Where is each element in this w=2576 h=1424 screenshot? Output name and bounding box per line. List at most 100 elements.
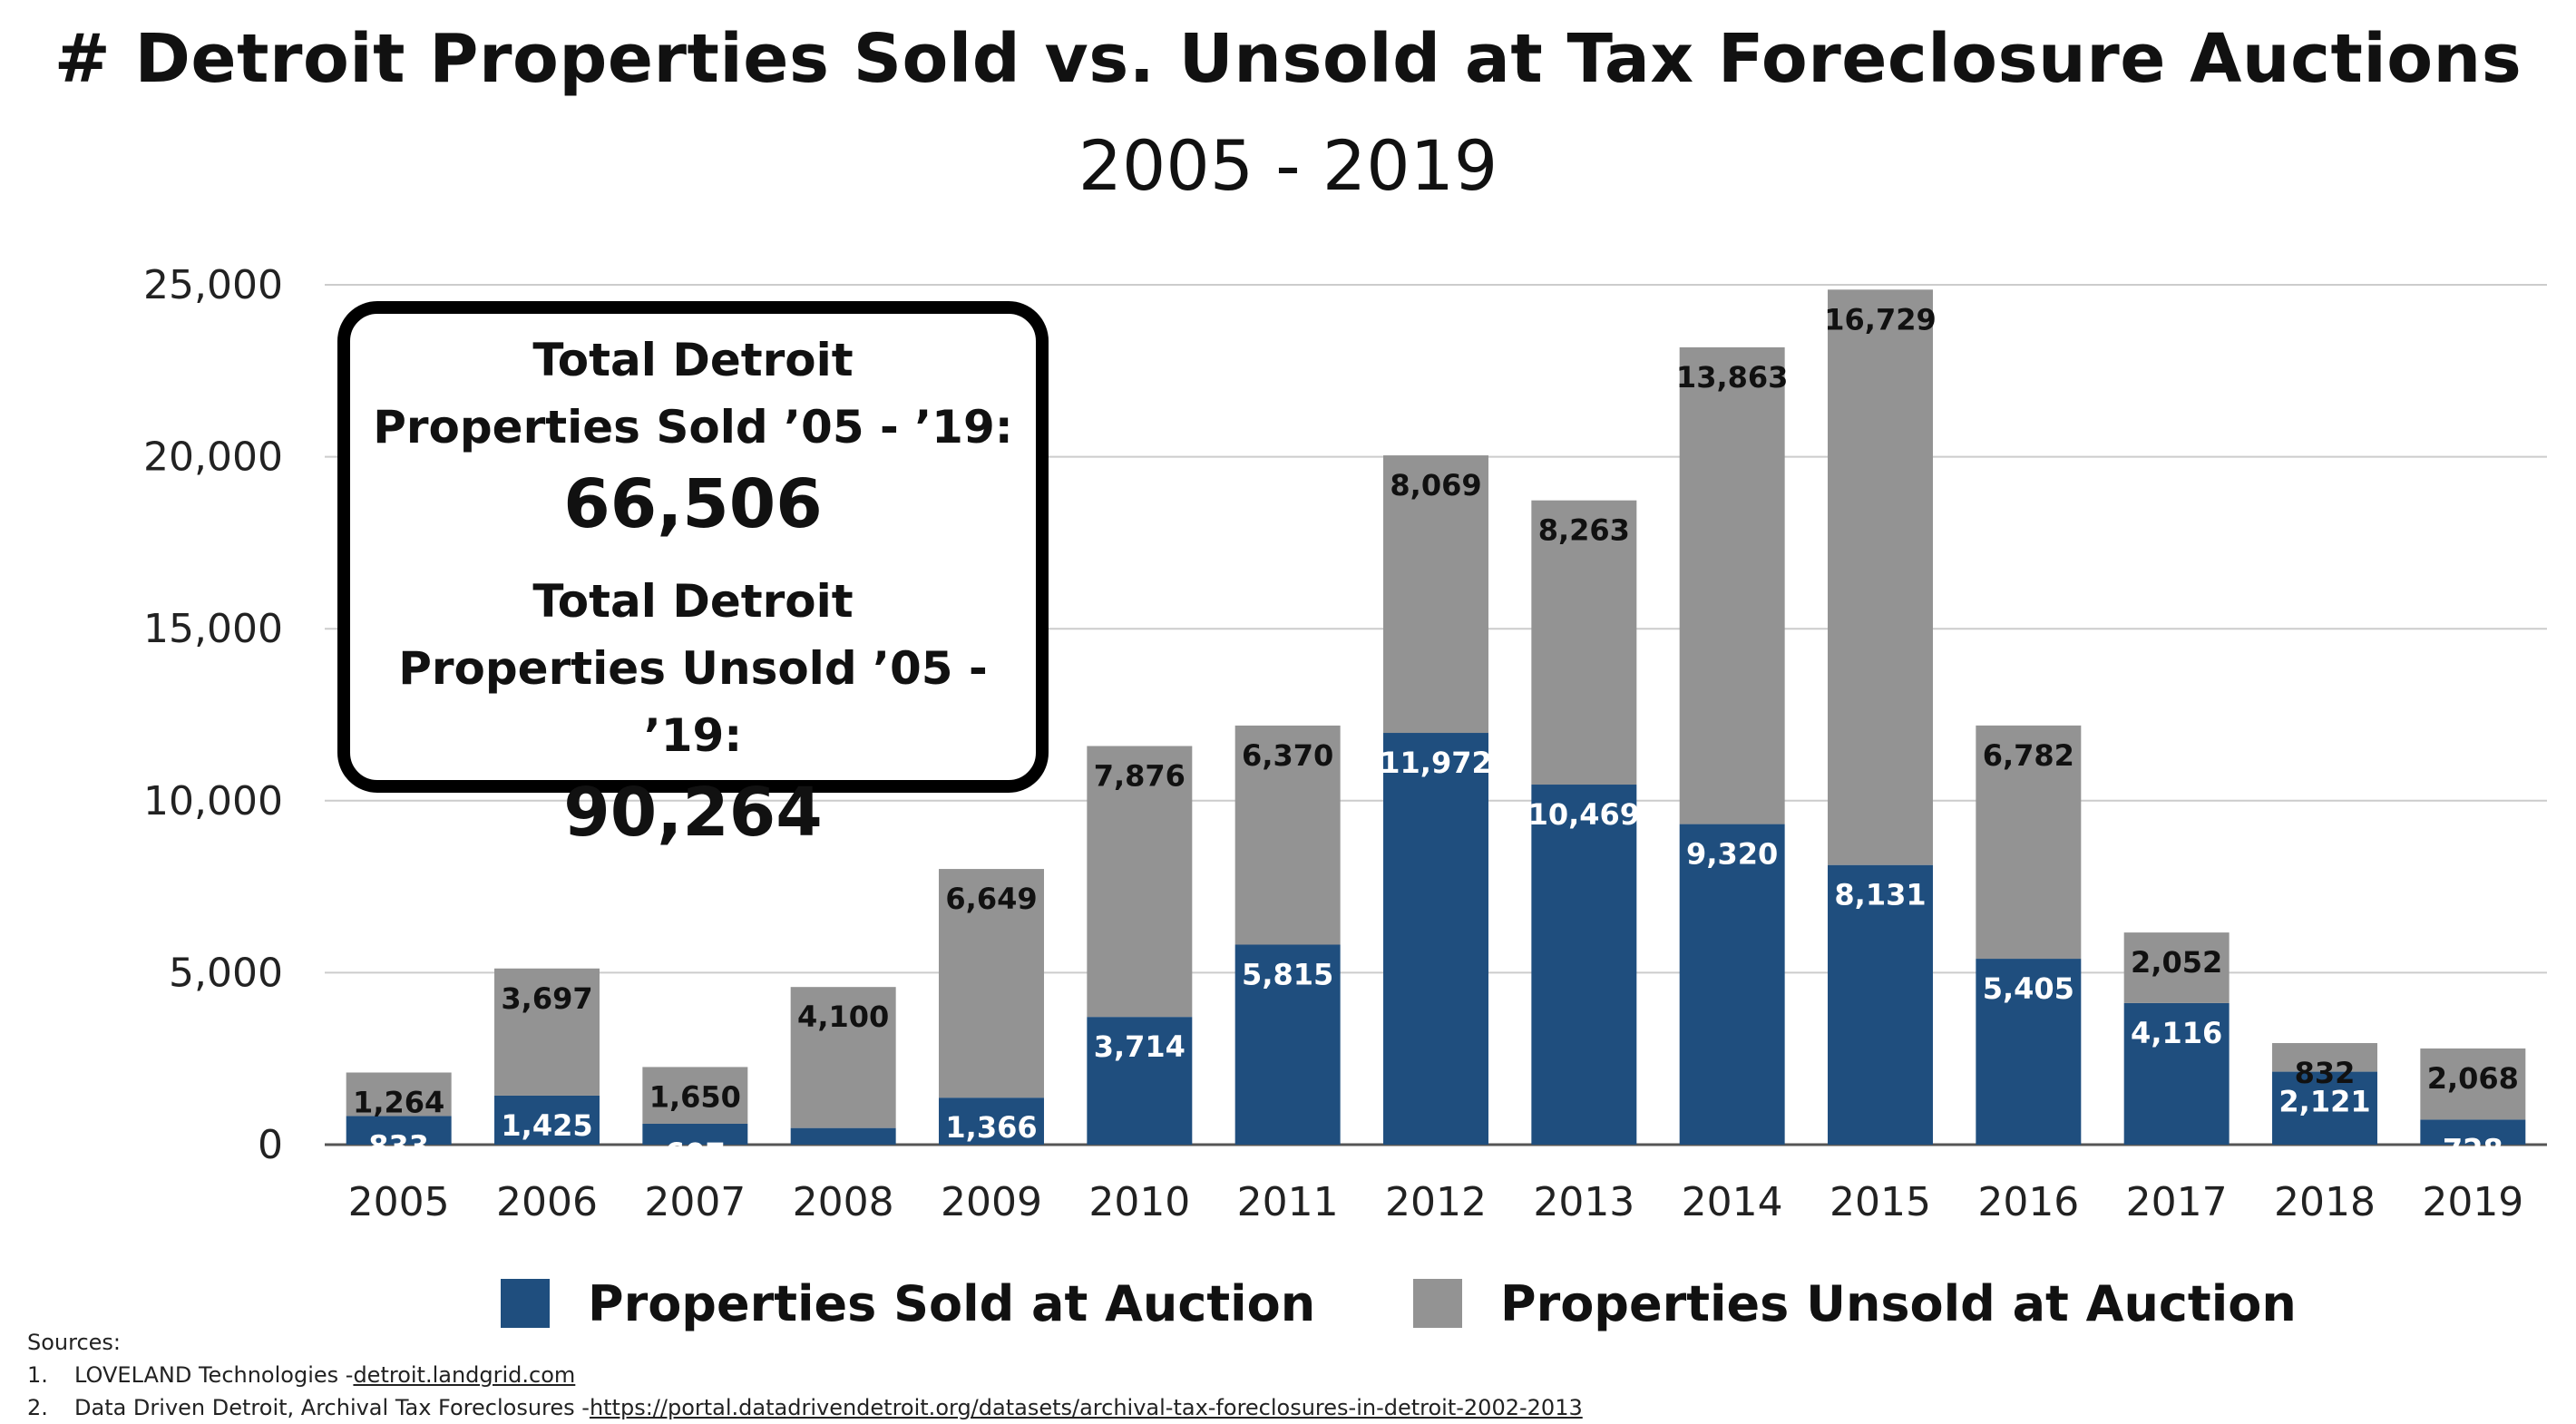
- x-tick-label: 2017: [2126, 1179, 2228, 1225]
- x-tick-label: 2013: [1533, 1179, 1634, 1225]
- data-label-unsold: 7,876: [1094, 759, 1186, 794]
- source-index: 2.: [27, 1395, 48, 1420]
- data-label-unsold: 13,863: [1676, 360, 1788, 395]
- data-label-unsold: 832: [2295, 1056, 2356, 1090]
- bar-unsold: [346, 1072, 452, 1117]
- data-label-unsold: 2,068: [2427, 1061, 2519, 1096]
- bar-sold: [1976, 959, 2082, 1145]
- data-label-sold: 2,121: [2278, 1085, 2370, 1119]
- x-tick-label: 2012: [1385, 1179, 1487, 1225]
- bar-unsold: [494, 968, 600, 1096]
- x-tick-label: 2015: [1830, 1179, 1931, 1225]
- sold-total-value: 66,506: [563, 465, 823, 543]
- bar-sold: [1828, 864, 1933, 1145]
- bar-sold: [1531, 785, 1637, 1145]
- legend: Properties Sold at Auction Properties Un…: [0, 1263, 2576, 1344]
- x-tick-label: 2009: [941, 1179, 1042, 1225]
- data-label-sold: 4,116: [2131, 1016, 2222, 1050]
- y-tick-label: 15,000: [143, 606, 283, 652]
- source-link[interactable]: https://portal.datadrivendetroit.org/dat…: [589, 1395, 1583, 1420]
- bar-unsold: [1234, 725, 1341, 945]
- legend-swatch-sold: [501, 1279, 550, 1328]
- source-text: Data Driven Detroit, Archival Tax Forecl…: [74, 1395, 590, 1420]
- bar-unsold: [1531, 500, 1637, 785]
- data-label-unsold: 6,370: [1242, 738, 1333, 773]
- data-label-sold: 9,320: [1686, 837, 1778, 872]
- y-tick-label: 0: [258, 1122, 283, 1168]
- data-label-unsold: 1,650: [649, 1079, 741, 1114]
- data-label-sold: 10,469: [1528, 797, 1640, 832]
- data-label-sold: 1,366: [945, 1110, 1037, 1145]
- bar-sold: [2123, 1002, 2230, 1145]
- bar-unsold: [2272, 1043, 2377, 1072]
- data-label-unsold: 16,729: [1824, 302, 1936, 336]
- data-label-unsold: 8,263: [1538, 513, 1630, 548]
- unsold-total-label-2: Properties Unsold ’05 - ’19:: [398, 642, 988, 762]
- x-tick-label: 2007: [644, 1179, 746, 1225]
- x-tick-label: 2006: [496, 1179, 598, 1225]
- x-tick-label: 2010: [1088, 1179, 1190, 1225]
- x-tick-label: 2011: [1237, 1179, 1339, 1225]
- legend-item-unsold: Properties Unsold at Auction: [1413, 1263, 2297, 1344]
- bar-unsold: [1976, 725, 2082, 960]
- bar-sold: [2420, 1119, 2526, 1145]
- legend-swatch-unsold: [1413, 1279, 1462, 1328]
- sources-heading: Sources:: [27, 1330, 122, 1355]
- data-label-sold: 728: [2443, 1132, 2503, 1166]
- bar-sold: [1234, 944, 1341, 1145]
- bar-sold: [1087, 1017, 1193, 1145]
- data-label-unsold: 8,069: [1390, 468, 1481, 502]
- totals-callout: Total Detroit Properties Sold ’05 - ’19:…: [337, 301, 1049, 852]
- bar-sold: [1679, 824, 1785, 1145]
- x-tick-label: 2016: [1977, 1179, 2079, 1225]
- source-item: 2. Data Driven Detroit, Archival Tax For…: [27, 1391, 1583, 1424]
- data-label-sold: 11,972: [1380, 746, 1491, 780]
- data-label-sold: 607: [665, 1136, 726, 1171]
- bar-unsold: [642, 1067, 748, 1124]
- legend-label-sold: Properties Sold at Auction: [588, 1274, 1316, 1332]
- legend-label-unsold: Properties Unsold at Auction: [1500, 1274, 2297, 1332]
- x-tick-label: 2005: [348, 1179, 450, 1225]
- y-tick-label: 20,000: [143, 434, 283, 481]
- data-label-sold: 833: [368, 1128, 429, 1163]
- data-label-unsold: 3,697: [501, 981, 592, 1016]
- sold-total-label-2: Properties Sold ’05 - ’19:: [373, 401, 1013, 454]
- data-label-sold: 3,714: [1094, 1029, 1186, 1064]
- y-tick-label: 10,000: [143, 778, 283, 824]
- data-label-unsold: 2,052: [2131, 945, 2222, 980]
- unsold-total-label-1: Total Detroit: [532, 575, 854, 628]
- bar-sold: [1383, 733, 1488, 1145]
- data-label-unsold: 6,649: [945, 882, 1037, 916]
- bar-sold: [2272, 1071, 2377, 1145]
- chart-title: # Detroit Properties Sold vs. Unsold at …: [54, 20, 2522, 98]
- y-tick-label: 5,000: [169, 950, 283, 996]
- x-tick-label: 2018: [2274, 1179, 2376, 1225]
- data-label-sold: 8,131: [1834, 878, 1926, 912]
- bar-unsold: [1383, 455, 1488, 734]
- bar-unsold: [1679, 346, 1785, 824]
- bar-unsold: [2420, 1048, 2526, 1120]
- source-link[interactable]: detroit.landgrid.com: [353, 1362, 576, 1388]
- bar-unsold: [939, 869, 1044, 1098]
- sources: Sources: 1. LOVELAND Technologies - detr…: [27, 1326, 1583, 1424]
- x-tick-label: 2008: [793, 1179, 894, 1225]
- data-label-sold: 5,815: [1242, 957, 1333, 991]
- bar-sold: [346, 1116, 452, 1145]
- bar-sold: [494, 1095, 600, 1145]
- x-tick-label: 2019: [2422, 1179, 2523, 1225]
- data-label-sold: 5,405: [1983, 971, 2074, 1006]
- data-label-unsold: 1,264: [353, 1085, 444, 1119]
- bar-unsold: [790, 987, 896, 1128]
- source-index: 1.: [27, 1362, 48, 1388]
- bar-unsold: [2123, 932, 2230, 1003]
- sold-total-label-1: Total Detroit: [532, 334, 854, 386]
- x-axis-ticks: 2005 2006 2007 2008 2009 2010 2011 2012 2013 2014…: [348, 1179, 2524, 1225]
- legend-item-sold: Properties Sold at Auction: [501, 1263, 1315, 1344]
- chart-subtitle: 2005 - 2019: [1078, 125, 1498, 206]
- source-item: 1. LOVELAND Technologies - detroit.landg…: [27, 1359, 1583, 1391]
- bar-sold: [642, 1123, 748, 1145]
- bar-sold: [939, 1097, 1044, 1145]
- y-tick-label: 25,000: [143, 262, 283, 308]
- bar-unsold: [1087, 746, 1193, 1018]
